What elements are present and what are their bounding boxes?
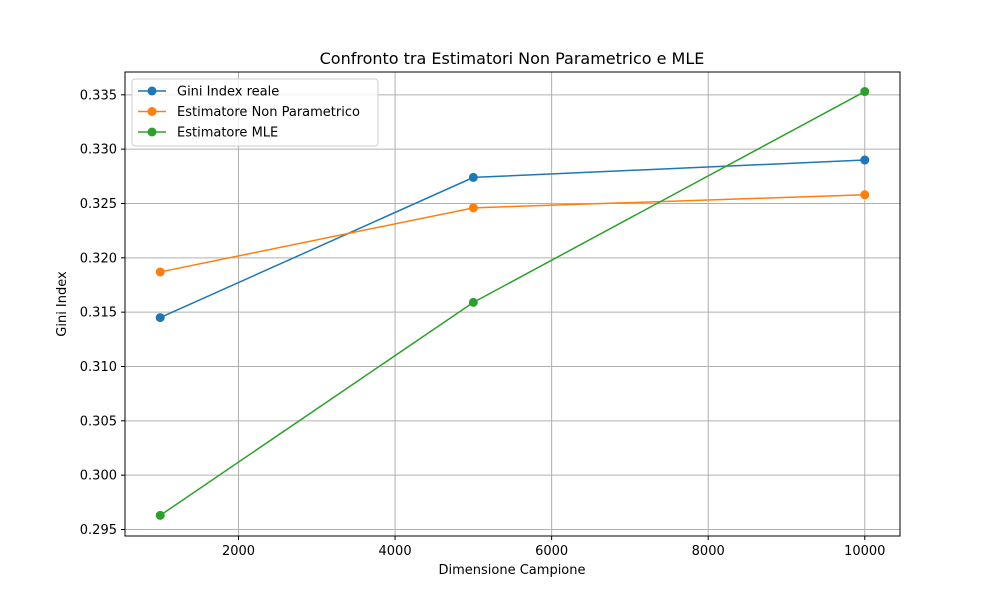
series-layer bbox=[155, 87, 870, 520]
series-1 bbox=[155, 155, 870, 323]
x-tick-label: 8000 bbox=[692, 544, 725, 559]
data-point bbox=[155, 267, 165, 277]
y-axis-ticks: 0.295 0.300 0.305 0.310 0.315 0.320 0.325 0.330… bbox=[80, 88, 125, 538]
x-axis-ticks: 2000 4000 6000 8000 10000 bbox=[222, 536, 885, 559]
legend-box bbox=[131, 78, 379, 147]
axes bbox=[124, 71, 901, 537]
y-tick-label: 0.335 bbox=[80, 88, 117, 103]
y-tick-label: 0.305 bbox=[80, 414, 117, 429]
legend-marker bbox=[147, 127, 157, 137]
series-line bbox=[160, 194, 865, 273]
series-line bbox=[159, 90, 866, 516]
y-axis-label: Gini Index bbox=[55, 271, 70, 337]
x-tick-label: 6000 bbox=[535, 544, 568, 559]
data-point bbox=[468, 203, 478, 213]
legend-entry: Estimatore MLE bbox=[138, 126, 278, 141]
data-point bbox=[155, 510, 165, 520]
legend-label: Estimatore MLE bbox=[177, 126, 278, 141]
chart-title: Confronto tra Estimatori Non Parametrico… bbox=[320, 49, 705, 68]
x-axis-label: Dimensione Campione bbox=[439, 563, 586, 578]
series-2 bbox=[155, 190, 870, 277]
grid bbox=[125, 72, 900, 536]
data-point bbox=[155, 313, 165, 323]
legend-label: Estimatore Non Parametrico bbox=[177, 105, 360, 120]
data-point bbox=[860, 190, 870, 200]
data-point bbox=[468, 297, 478, 307]
y-tick-label: 0.320 bbox=[80, 251, 117, 266]
series-3 bbox=[155, 87, 870, 520]
legend-entry: Estimatore Non Parametrico bbox=[138, 105, 360, 120]
y-tick-label: 0.315 bbox=[80, 306, 117, 321]
y-tick-label: 0.330 bbox=[80, 143, 117, 158]
x-tick-label: 10000 bbox=[844, 544, 885, 559]
y-tick-label: 0.300 bbox=[80, 469, 117, 484]
x-tick-label: 4000 bbox=[379, 544, 412, 559]
y-tick-label: 0.325 bbox=[80, 197, 117, 212]
x-tick-label: 2000 bbox=[222, 544, 255, 559]
legend-entry: Gini Index reale bbox=[138, 85, 279, 100]
data-point bbox=[860, 155, 870, 165]
legend-marker bbox=[147, 107, 157, 116]
y-tick-label: 0.295 bbox=[80, 523, 117, 538]
y-tick-label: 0.310 bbox=[80, 360, 117, 375]
legend-marker bbox=[147, 86, 157, 96]
series-line bbox=[159, 159, 865, 319]
data-point bbox=[468, 172, 478, 182]
legend: Gini Index reale Estimatore Non Parametri… bbox=[131, 78, 379, 147]
data-point bbox=[860, 87, 870, 97]
plot-area-frame bbox=[124, 71, 901, 537]
legend-label: Gini Index reale bbox=[177, 85, 279, 100]
